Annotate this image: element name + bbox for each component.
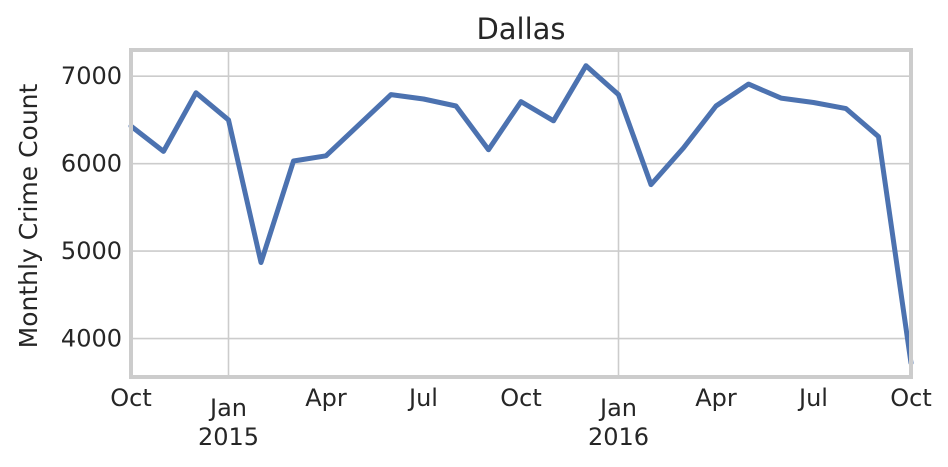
x-tick-label: Jan [208, 394, 247, 422]
y-tick-label: 4000 [61, 325, 122, 353]
y-tick-label: 5000 [61, 237, 122, 265]
plot-frame [129, 48, 913, 379]
x-tick-label: Jan [598, 394, 637, 422]
x-tick-label: Apr [305, 384, 347, 412]
x-tick-year-label: 2015 [198, 423, 259, 451]
x-tick-label: Jul [407, 384, 438, 412]
x-tick-label: Jul [797, 384, 828, 412]
y-axis-label: Monthly Crime Count [14, 83, 43, 348]
chart-title: Dallas [476, 12, 565, 46]
x-tick-label: Oct [890, 384, 932, 412]
series-layer [128, 63, 914, 366]
x-tick-label: Apr [695, 384, 737, 412]
grid-lines [131, 50, 911, 377]
series-line [128, 63, 914, 366]
y-tick-labels: 4000 5000 6000 7000 [61, 62, 122, 352]
y-tick-label: 7000 [61, 62, 122, 90]
x-tick-label: Oct [110, 384, 152, 412]
x-tick-label: Oct [500, 384, 542, 412]
y-tick-label: 6000 [61, 150, 122, 178]
x-tick-year-label: 2016 [588, 423, 649, 451]
